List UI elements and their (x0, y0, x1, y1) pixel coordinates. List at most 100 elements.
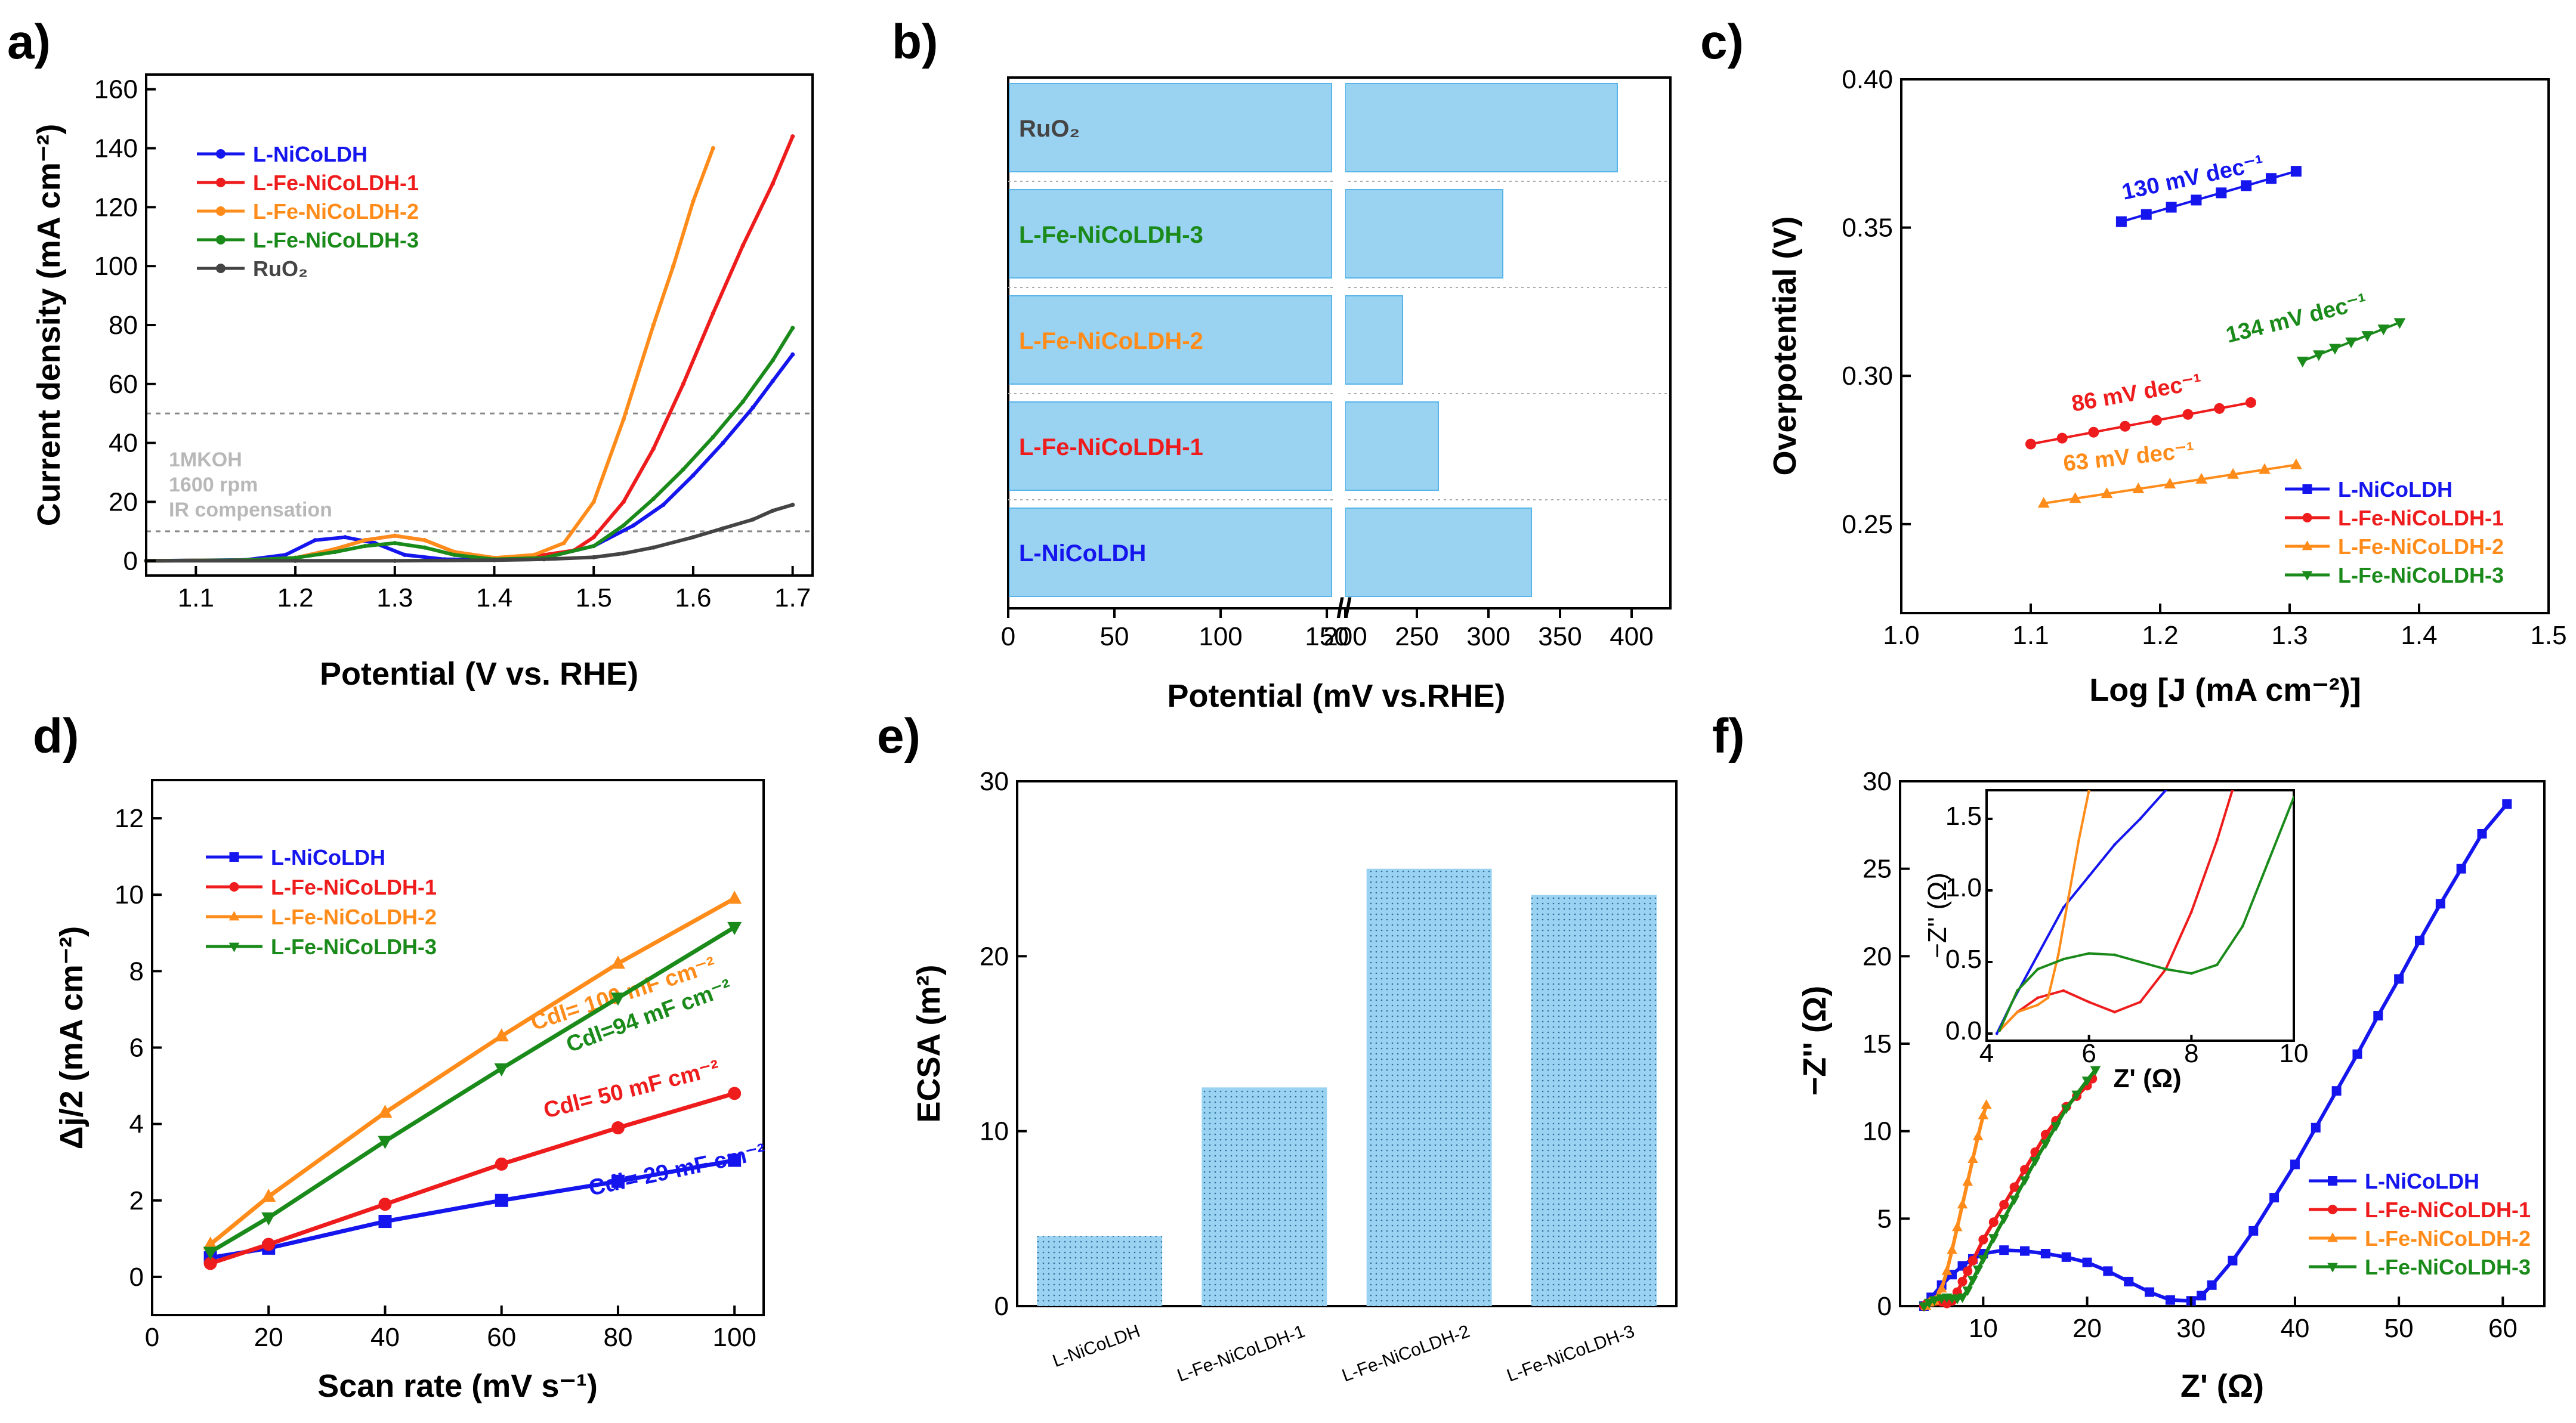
panel-a-ytick-label: 120 (94, 193, 138, 222)
panel-f-inset-xtick-label: 10 (2280, 1039, 2309, 1068)
panel-f-inset-point (2016, 989, 2019, 992)
panel-f-point (2269, 1193, 2280, 1203)
panel-e-label: e) (877, 709, 921, 763)
panel-c-point (2245, 397, 2256, 408)
panel-d-point (262, 1238, 276, 1251)
panel-f-ytick-label: 30 (1862, 767, 1892, 796)
panel-f-point (2394, 974, 2404, 984)
panel-f-inset-point (2077, 839, 2080, 842)
panel-b-xlabel: Potential (mV vs.RHE) (1167, 678, 1505, 714)
panel-a-point (393, 533, 397, 538)
panel-a-point (711, 146, 715, 151)
panel-c-point (2377, 324, 2390, 336)
panel-d-point (378, 1198, 392, 1211)
panel-a-point (721, 526, 725, 531)
panel-f-inset: 4 6 8 10 0.0 0.5 1.0 1.5 Z' (Ω) −Z'' (Ω) (1923, 789, 2308, 1093)
panel-c-xlabel: Log [J (mA cm⁻²)] (2089, 672, 2361, 708)
panel-b-bar-right (1345, 401, 1439, 491)
panel-f-point (2061, 1252, 2071, 1262)
panel-f-xtick-label: 30 (2176, 1314, 2206, 1343)
panel-c-ytick-label: 0.30 (1842, 361, 1893, 391)
panel-a-legend-label: L-NiCoLDH (253, 142, 367, 166)
panel-d-legend-marker (229, 852, 239, 862)
panel-a-point (661, 502, 666, 508)
panel-f-point (1999, 1214, 2009, 1224)
panel-a-legend-label: L-Fe-NiCoLDH-1 (253, 171, 419, 195)
panel-a-point (651, 496, 656, 502)
panel-b-xtick-label: 0 (1001, 622, 1015, 651)
panel-a-point (591, 499, 596, 505)
panel-f-inset-point (2113, 1010, 2116, 1014)
panel-c-xtick-label: 1.5 (2530, 621, 2566, 650)
panel-f-point (1929, 1296, 1940, 1306)
panel-a-legend-marker (216, 235, 226, 245)
panel-a-point (532, 552, 536, 558)
panel-c-point (2056, 432, 2068, 444)
panel-f-inset-point (2189, 972, 2193, 975)
panel-a-ytick-label: 40 (109, 429, 138, 458)
panel-f-point (2090, 1066, 2101, 1076)
panel-f-inset-xtick-label: 6 (2081, 1039, 2096, 1068)
panel-f-inset-point (2036, 953, 2040, 957)
panel-f-inset-xtick-label: 4 (1979, 1039, 1994, 1068)
panel-f-legend: L-NiCoLDH L-Fe-NiCoLDH-1 L-Fe-NiCoLDH-2 L-F… (2309, 1169, 2531, 1279)
panel-a-point (393, 541, 397, 546)
panel-a-point (293, 558, 298, 563)
panel-f-point (2103, 1266, 2113, 1276)
panel-f-ytick-label: 10 (1862, 1117, 1892, 1146)
panel-c-point (2345, 337, 2357, 348)
panel-a-point (770, 358, 775, 363)
panel-a-xtick-label: 1.6 (675, 583, 711, 612)
panel-b-bar-left (1009, 189, 1332, 279)
panel-d-point (495, 1157, 508, 1171)
panel-a-ytick-label: 100 (94, 252, 138, 281)
panel-a-point (422, 538, 427, 543)
panel-c-ylabel: Overpotential (V) (1767, 216, 1803, 475)
panel-f-point (1999, 1245, 2009, 1255)
panel-f-inset-point (2087, 952, 2091, 955)
panel-a-point (363, 543, 367, 549)
panel-a-point (621, 523, 626, 528)
panel-c-point (2101, 487, 2113, 499)
panel-c-point (2361, 331, 2374, 342)
panel-f-inset-point (2062, 989, 2065, 992)
panel-a-xtick-label: 1.2 (277, 583, 313, 612)
panel-f-point (1962, 1176, 1973, 1186)
panel-a-point (681, 467, 685, 472)
panel-f-point (2071, 1090, 2082, 1100)
panel-e-ytick-label: 30 (980, 767, 1009, 796)
panel-c-ytick-label: 0.40 (1842, 65, 1893, 94)
panel-e-chart: L-NiCoLDH L-Fe-NiCoLDH-1 L-Fe-NiCoLDH-2 L-F… (911, 767, 1678, 1386)
panel-f-point (1972, 1130, 1984, 1140)
panel-f-point (2050, 1122, 2062, 1132)
panel-c-xtick-label: 1.4 (2401, 621, 2437, 650)
panel-f-ytick-label: 5 (1877, 1204, 1892, 1233)
panel-f-point (2290, 1159, 2300, 1170)
panel-f-point (2477, 829, 2487, 839)
panel-a-ytick-label: 80 (109, 311, 138, 340)
panel-a-point (790, 326, 795, 330)
panel-f-inset-point (2046, 996, 2050, 1000)
panel-e-ytick-label: 10 (980, 1117, 1009, 1146)
panel-d-legend-marker (229, 882, 239, 892)
panel-c-ytick-label: 0.35 (1842, 214, 1893, 243)
panel-a-xtick-label: 1.7 (774, 583, 811, 612)
panel-a-point (651, 545, 656, 550)
panel-d-point (727, 890, 742, 904)
panel-c-legend-marker (2302, 484, 2312, 494)
panel-c-point (2393, 318, 2406, 329)
panel-e-category-label: L-NiCoLDH (1050, 1322, 1142, 1371)
panel-f-legend-marker (2328, 1176, 2337, 1186)
panel-a-note-3: IR compensation (169, 499, 332, 521)
panel-b-axis-break: // (1336, 592, 1352, 623)
panel-c-point (2115, 216, 2127, 227)
panel-c-point (2312, 350, 2325, 361)
panel-f-ytick-label: 15 (1862, 1029, 1892, 1059)
panel-b-xtick-label: 300 (1466, 622, 1510, 651)
panel-f-inset-point (1995, 1032, 1999, 1035)
panel-c-point (2290, 458, 2302, 469)
panel-f-inset-point (2292, 796, 2294, 799)
panel-f-point (2040, 1249, 2050, 1258)
panel-d-legend-label: L-Fe-NiCoLDH-2 (271, 905, 437, 929)
panel-a-point (770, 181, 775, 186)
